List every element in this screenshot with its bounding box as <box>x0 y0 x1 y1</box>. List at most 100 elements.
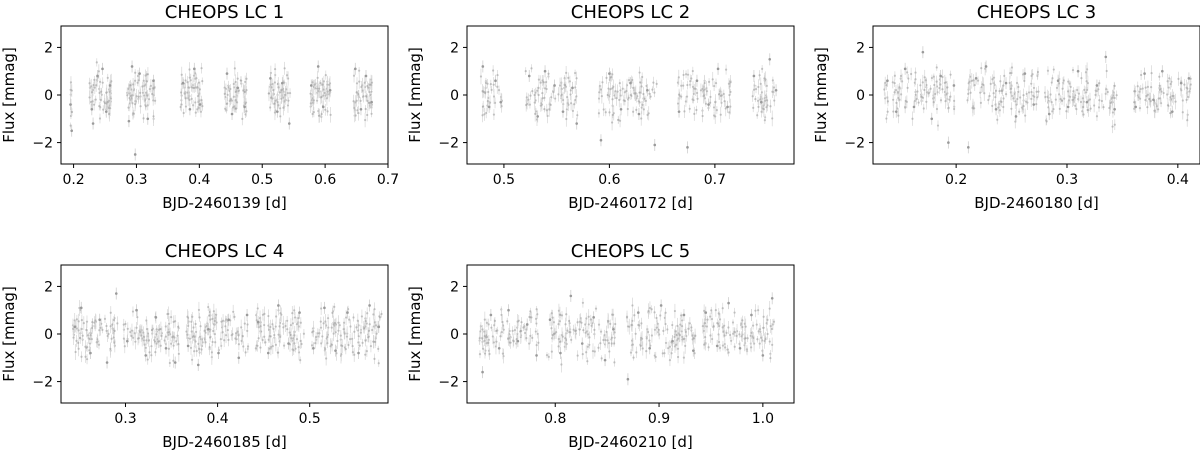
data-point <box>711 337 714 341</box>
data-point <box>884 81 887 84</box>
data-point <box>310 344 314 347</box>
data-point <box>186 81 189 84</box>
data-point <box>234 80 237 84</box>
data-point <box>1150 86 1153 89</box>
data-point <box>328 88 332 92</box>
data-point <box>771 343 774 346</box>
data-point <box>1023 72 1027 75</box>
data-point <box>552 91 555 94</box>
data-point <box>312 330 315 333</box>
data-point <box>537 93 540 97</box>
data-point <box>580 342 584 345</box>
data-point <box>321 105 325 109</box>
data-point <box>1146 93 1149 96</box>
data-point <box>154 350 157 354</box>
data-point <box>1046 69 1050 72</box>
data-point <box>703 97 707 100</box>
data-point <box>273 68 277 71</box>
data-point <box>224 325 227 328</box>
data-point <box>73 319 76 322</box>
data-point <box>482 90 485 93</box>
data-point <box>146 117 150 121</box>
data-point <box>894 89 898 92</box>
data-point <box>189 346 193 349</box>
data-point <box>235 332 238 335</box>
data-point <box>1075 108 1078 111</box>
data-point <box>885 117 888 120</box>
data-point <box>722 92 725 96</box>
data-point <box>227 86 230 89</box>
data-point <box>646 113 649 116</box>
data-point <box>674 330 677 333</box>
data-point <box>534 317 538 320</box>
data-point <box>1017 90 1020 93</box>
data-point <box>1072 90 1075 93</box>
data-point <box>520 321 523 324</box>
data-point <box>293 316 297 319</box>
data-point <box>948 98 951 101</box>
data-point <box>559 351 562 355</box>
data-point <box>1139 87 1142 91</box>
data-point <box>1051 110 1054 113</box>
data-point <box>240 339 243 342</box>
data-point <box>233 315 236 318</box>
data-point <box>93 103 96 106</box>
data-point <box>287 122 291 125</box>
data-point <box>625 90 628 93</box>
data-point <box>211 340 214 344</box>
data-point <box>1058 107 1061 110</box>
data-point <box>629 81 632 85</box>
data-point <box>1167 86 1170 89</box>
data-point <box>235 107 238 110</box>
data-point <box>288 91 292 95</box>
data-point <box>1047 99 1050 103</box>
y-axis-label: Flux [mmag] <box>406 47 424 143</box>
data-point <box>89 351 92 355</box>
data-point <box>287 342 290 345</box>
data-point <box>549 103 552 106</box>
data-point <box>763 339 766 343</box>
data-point <box>619 94 622 97</box>
data-point <box>550 350 553 353</box>
data-point <box>1008 81 1011 85</box>
data-point <box>601 81 604 84</box>
data-point <box>226 328 229 332</box>
data-point <box>541 97 544 100</box>
data-point <box>172 320 175 323</box>
data-point <box>709 315 712 318</box>
data-point <box>153 86 156 89</box>
data-point <box>636 95 639 98</box>
data-point <box>113 341 116 344</box>
data-point <box>1018 110 1021 113</box>
data-point <box>703 309 706 313</box>
data-point <box>516 326 519 329</box>
data-point <box>196 108 199 111</box>
data-point <box>311 81 314 84</box>
data-point <box>85 328 88 332</box>
data-point <box>1030 74 1033 78</box>
data-point <box>364 95 368 98</box>
data-point <box>597 112 601 115</box>
data-point <box>903 67 907 71</box>
data-point <box>370 100 373 104</box>
data-point <box>78 306 81 310</box>
x-axis-label: BJD-2460180 [d] <box>974 194 1098 212</box>
data-point <box>146 94 149 97</box>
data-point <box>261 338 264 342</box>
data-point <box>745 348 749 351</box>
data-point <box>750 331 753 334</box>
data-point <box>234 337 237 340</box>
data-point <box>610 342 613 345</box>
data-point <box>1010 87 1013 90</box>
data-point <box>1113 123 1116 126</box>
data-point <box>483 352 487 355</box>
data-point <box>164 335 167 338</box>
data-point <box>245 88 248 92</box>
data-point <box>312 99 315 102</box>
data-point <box>373 321 377 324</box>
data-point <box>344 316 348 319</box>
data-point <box>690 77 693 80</box>
data-point <box>774 88 778 92</box>
data-point <box>754 97 757 101</box>
data-point <box>488 352 491 356</box>
